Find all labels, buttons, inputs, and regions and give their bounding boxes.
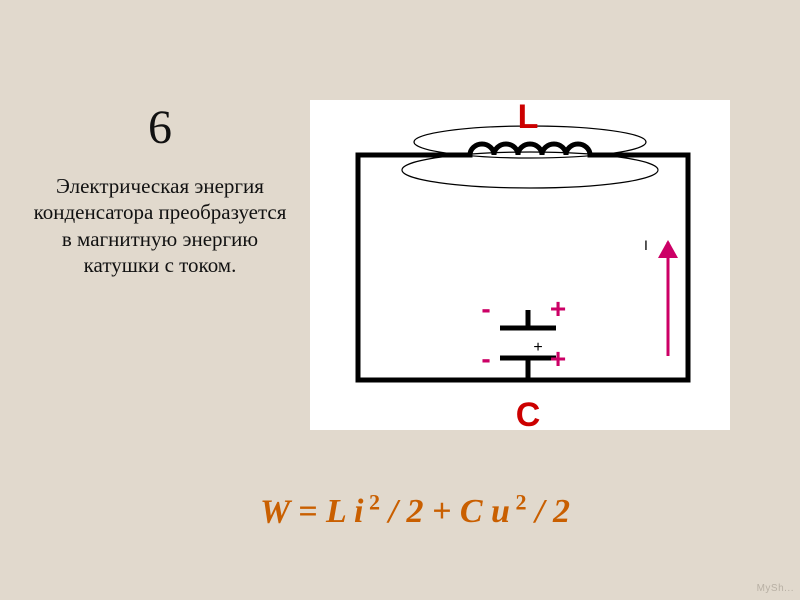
circuit-diagram: L C I - + - + +: [310, 100, 730, 430]
svg-text:+: +: [533, 339, 542, 356]
body-text: Электрическая энергия конденсатора преоб…: [30, 173, 290, 278]
svg-text:I: I: [644, 237, 648, 253]
svg-text:-: -: [481, 343, 490, 374]
formula-lhs: W: [260, 493, 290, 530]
svg-text:+: +: [550, 293, 566, 324]
watermark: MySh...: [757, 583, 794, 594]
formula-rhs: = L i 2 / 2 + C u 2 / 2: [298, 493, 570, 530]
slide-number: 6: [30, 100, 290, 155]
svg-text:C: C: [516, 396, 541, 430]
energy-formula: W = L i 2 / 2 + C u 2 / 2: [260, 490, 790, 531]
svg-text:+: +: [550, 343, 566, 374]
svg-text:-: -: [481, 293, 490, 324]
svg-text:L: L: [518, 100, 539, 136]
